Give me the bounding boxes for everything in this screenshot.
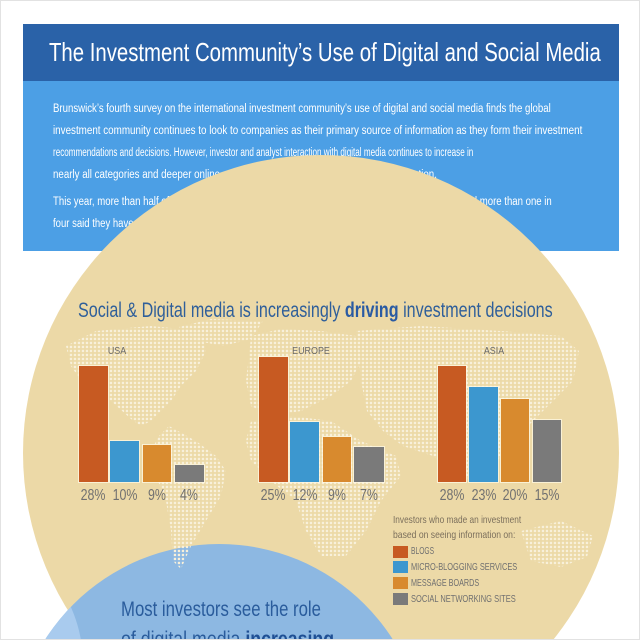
bar-asia-blogs: [438, 365, 466, 482]
bar-europe-micro-blogging: [290, 422, 319, 482]
bar-asia-message-boards: [501, 399, 529, 482]
value-label: 25%: [260, 487, 286, 504]
callout-text: Most investors see the role: [121, 598, 321, 621]
legend-swatch-blogs: [393, 546, 408, 558]
value-label: 20%: [502, 487, 528, 504]
bar-europe-message-boards: [323, 437, 351, 482]
legend-title: Investors who made an investment: [393, 514, 522, 526]
bar-asia-micro-blogging: [469, 386, 498, 482]
value-label: 28%: [439, 487, 465, 504]
legend-swatch-micro-blogging: [393, 561, 408, 573]
legend-label-message-boards: MESSAGE BOARDS: [411, 577, 480, 589]
map-australia: [521, 521, 593, 567]
value-label: 9%: [328, 487, 346, 504]
bar-usa-micro-blogging: [110, 440, 139, 482]
legend-label-micro-blogging: MICRO-BLOGGING SERVICES: [411, 561, 518, 573]
intro-text-line: investment community continues to look t…: [53, 125, 583, 137]
legend-swatch-message-boards: [393, 577, 408, 589]
region-label-asia: ASIA: [483, 345, 505, 357]
legend-swatch-social-networking: [393, 593, 408, 605]
title-band: The Investment Community’s Use of Digita…: [23, 24, 619, 81]
chart-heading-text: investment decisions: [398, 299, 553, 322]
callout-text-part: of digital media: [121, 628, 246, 640]
bar-usa-message-boards: [143, 444, 171, 482]
bar-asia-social-networking: [533, 419, 561, 482]
legend-title: based on seeing information on:: [393, 529, 516, 541]
value-label: 9%: [148, 487, 166, 504]
bar-usa-blogs: [79, 365, 108, 482]
map-greenland: [179, 319, 263, 346]
header-panel: The Investment Community’s Use of Digita…: [23, 24, 619, 251]
bar-europe-social-networking: [354, 447, 384, 482]
callout-emphasis: increasing: [245, 628, 335, 640]
value-label: 23%: [471, 487, 497, 504]
value-label: 12%: [292, 487, 318, 504]
map-asia: [356, 326, 579, 481]
value-label: 4%: [180, 487, 198, 504]
region-label-usa: USA: [107, 345, 127, 357]
intro-text-line: recommendations and decisions. However, …: [53, 147, 474, 159]
bar-europe-blogs: [259, 357, 288, 482]
legend-label-blogs: BLOGS: [411, 545, 435, 557]
value-label: 10%: [112, 487, 138, 504]
value-label: 28%: [80, 487, 106, 504]
value-label: 15%: [534, 487, 560, 504]
page-title: The Investment Community’s Use of Digita…: [49, 37, 601, 67]
chart-heading-emphasis: driving: [344, 299, 399, 322]
chart-heading-text: Social & Digital media is increasingly: [78, 299, 345, 322]
chart-heading: Social & Digital media is increasingly d…: [78, 299, 553, 323]
legend-label-social-networking: SOCIAL NETWORKING SITES: [411, 593, 516, 605]
intro-text-line: Brunswick’s fourth survey on the interna…: [53, 103, 551, 115]
region-label-europe: EUROPE: [292, 345, 330, 357]
bar-usa-social-networking: [175, 465, 204, 482]
map-north-america: [66, 326, 206, 426]
callout-text: of digital media increasing: [121, 628, 335, 640]
value-label: 7%: [360, 487, 378, 504]
